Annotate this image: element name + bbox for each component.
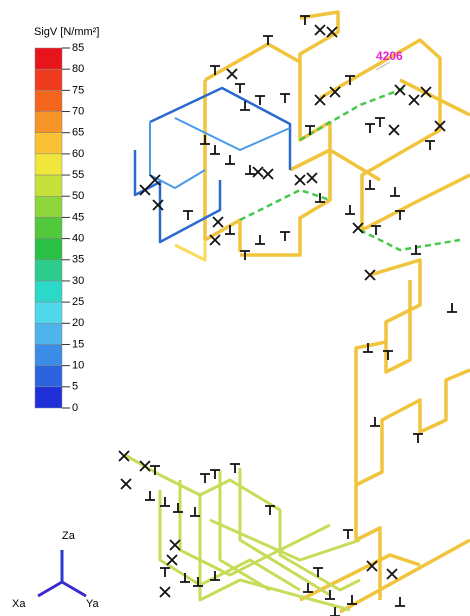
legend-label: 40 <box>72 232 84 244</box>
legend-swatch <box>35 154 62 175</box>
screen: SigV [N/mm²] 858075706560555045403530252… <box>0 0 470 616</box>
legend-label: 85 <box>72 42 84 54</box>
legend-label: 20 <box>72 317 84 329</box>
legend-label: 50 <box>72 190 84 202</box>
legend-swatch <box>35 112 62 133</box>
legend-label: 0 <box>72 402 78 414</box>
legend-swatch <box>35 196 62 217</box>
legend-label: 65 <box>72 127 84 139</box>
legend-label: 55 <box>72 169 84 181</box>
legend-label: 45 <box>72 211 84 223</box>
legend-label: 70 <box>72 105 84 117</box>
legend-swatch <box>35 344 62 365</box>
supports <box>119 16 457 616</box>
axis-triad: Za Xa Ya <box>12 530 100 610</box>
legend-swatch <box>35 323 62 344</box>
axis-z-label: Za <box>62 530 76 542</box>
legend-swatch <box>35 48 62 69</box>
legend-swatch <box>35 281 62 302</box>
legend-swatch <box>35 239 62 260</box>
legend-label: 80 <box>72 63 84 75</box>
legend-swatch <box>35 90 62 111</box>
legend-swatch <box>35 217 62 238</box>
legend-swatch <box>35 175 62 196</box>
legend-title: SigV [N/mm²] <box>34 26 99 38</box>
legend-swatch <box>35 69 62 90</box>
legend-swatch <box>35 260 62 281</box>
legend-label: 60 <box>72 148 84 160</box>
axis-y-label: Ya <box>86 598 100 610</box>
legend-label: 15 <box>72 338 84 350</box>
pipes <box>125 12 470 612</box>
model-view: SigV [N/mm²] 858075706560555045403530252… <box>0 0 470 616</box>
legend-label: 25 <box>72 296 84 308</box>
legend-swatch <box>35 133 62 154</box>
legend-swatch <box>35 302 62 323</box>
legend-swatch <box>35 366 62 387</box>
legend-swatch <box>35 387 62 408</box>
legend-label: 10 <box>72 360 84 372</box>
legend-label: 30 <box>72 275 84 287</box>
axis-x-label: Xa <box>12 598 26 610</box>
node-label: 4206 <box>376 49 403 63</box>
legend-label: 75 <box>72 84 84 96</box>
legend-label: 5 <box>72 381 78 393</box>
legend-label: 35 <box>72 254 84 266</box>
